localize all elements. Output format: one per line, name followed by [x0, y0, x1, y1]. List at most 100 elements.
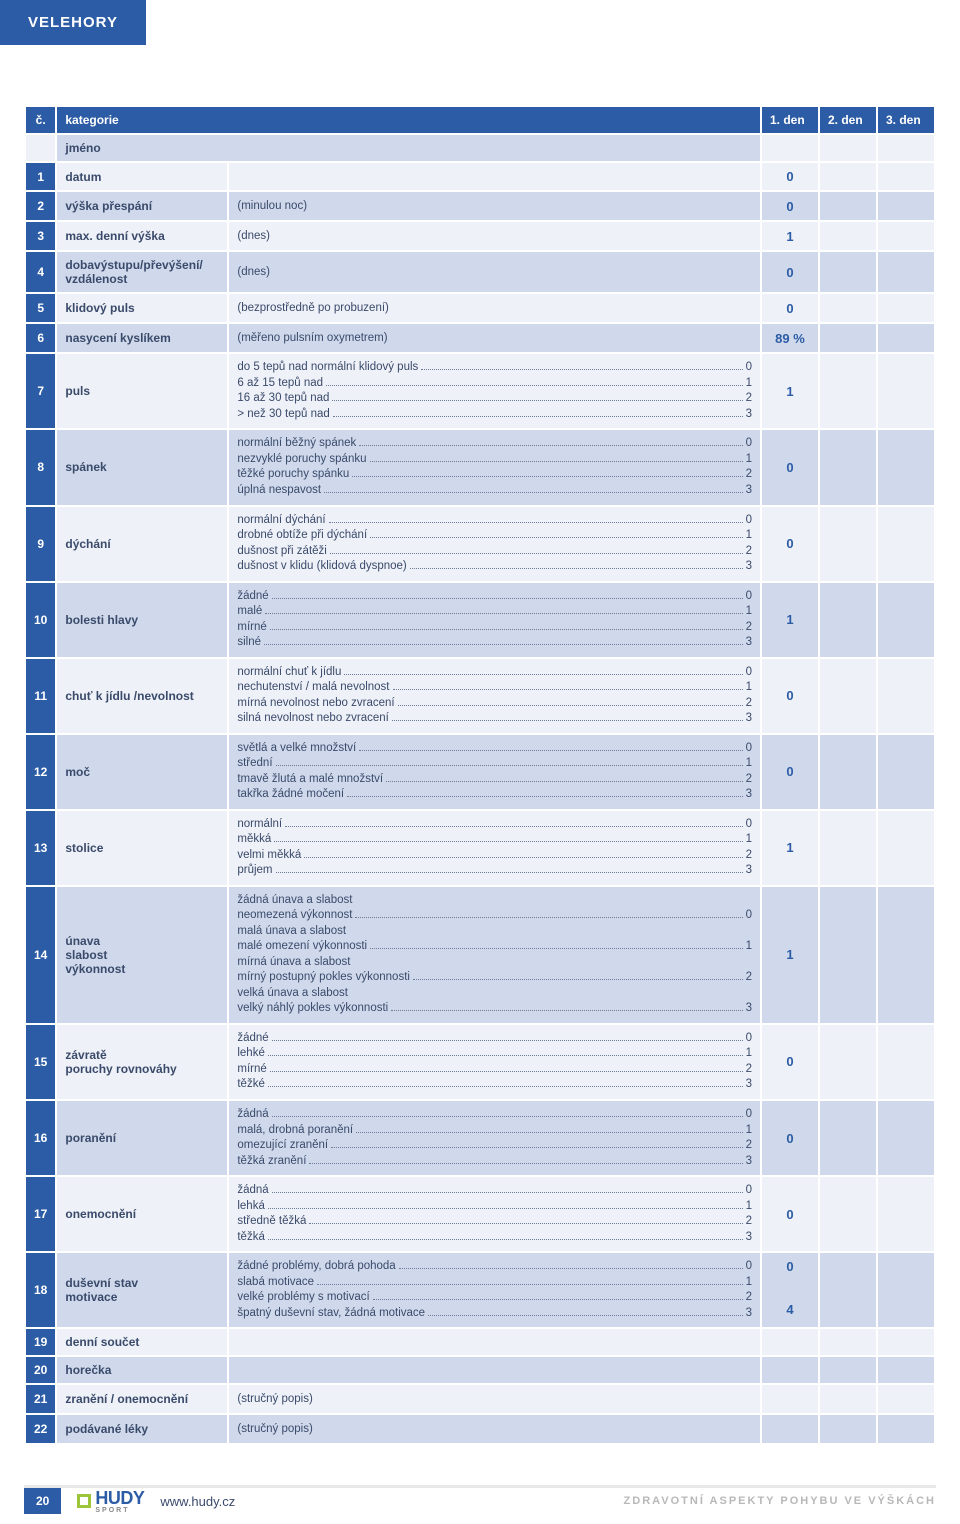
row-category: moč: [57, 735, 227, 809]
table-row: 4dobavýstupu/převýšení/ vzdálenost(dnes)…: [26, 252, 934, 292]
table-row: 11chuť k jídlu /nevolnostnormální chuť k…: [26, 659, 934, 733]
description-line: drobné obtíže při dýchání1: [237, 528, 752, 544]
row-description: normální chuť k jídlu0nechutenství / mal…: [229, 659, 760, 733]
row-category: stolice: [57, 811, 227, 885]
value-day3: [878, 163, 934, 190]
header-category: kategorie: [57, 107, 760, 133]
value-day3: [878, 811, 934, 885]
row-number: 14: [26, 887, 55, 1023]
description-line: lehké1: [237, 1046, 752, 1062]
value-day2: [820, 192, 876, 220]
description-line: normální0: [237, 817, 752, 833]
value-day3: [878, 252, 934, 292]
table-row: 20horečka: [26, 1357, 934, 1383]
value-day2: [820, 1385, 876, 1413]
description-line: těžká3: [237, 1230, 752, 1246]
row-number: 5: [26, 294, 55, 322]
value-day2: [820, 1025, 876, 1099]
table-row: 7pulsdo 5 tepů nad normální klidový puls…: [26, 354, 934, 428]
blank-cell: [820, 135, 876, 161]
description-line: světlá a velké množství0: [237, 741, 752, 757]
value-day1: 1: [762, 354, 818, 428]
name-row: jméno: [26, 135, 934, 161]
value-day1: 0: [762, 507, 818, 581]
description-line: měkká1: [237, 832, 752, 848]
description-line: žádné0: [237, 589, 752, 605]
table-header-row: č. kategorie 1. den 2. den 3. den: [26, 107, 934, 133]
table-row: 2výška přespání(minulou noc)0: [26, 192, 934, 220]
row-number: 1: [26, 163, 55, 190]
row-number: 4: [26, 252, 55, 292]
value-day1: 0: [762, 430, 818, 504]
row-description: žádné0lehké1mírné2těžké3: [229, 1025, 760, 1099]
row-description: normální běžný spánek0nezvyklé poruchy s…: [229, 430, 760, 504]
value-day2: [820, 1329, 876, 1355]
description-line: těžké3: [237, 1077, 752, 1093]
row-description: žádná0lehká1středně těžká2těžká3: [229, 1177, 760, 1251]
value-day1: 0: [762, 252, 818, 292]
description-line: silné3: [237, 635, 752, 651]
table-row: 19denní součet: [26, 1329, 934, 1355]
description-line: mírný postupný pokles výkonnosti2: [237, 970, 752, 986]
value-day1: 1: [762, 222, 818, 250]
row-category: nasycení kyslíkem: [57, 324, 227, 352]
footer-left: 20 HUDY SPORT www.hudy.cz: [24, 1488, 235, 1514]
value-day2: [820, 583, 876, 657]
description-line: žádná0: [237, 1107, 752, 1123]
value-day2: [820, 163, 876, 190]
row-category: výška přespání: [57, 192, 227, 220]
value-day1: 1: [762, 583, 818, 657]
row-category: horečka: [57, 1357, 227, 1383]
table-row: 9dýchánínormální dýchání0drobné obtíže p…: [26, 507, 934, 581]
value-day2: [820, 1415, 876, 1443]
description-line: velký náhlý pokles výkonnosti3: [237, 1001, 752, 1017]
row-description: žádná únava a slabostneomezená výkonnost…: [229, 887, 760, 1023]
table-row: 6nasycení kyslíkem(měřeno pulsním oxymet…: [26, 324, 934, 352]
value-day3: [878, 1329, 934, 1355]
description-line: mírné2: [237, 1062, 752, 1078]
row-description: do 5 tepů nad normální klidový puls06 až…: [229, 354, 760, 428]
logo: HUDY SPORT: [77, 1488, 144, 1514]
row-category: podávané léky: [57, 1415, 227, 1443]
table-row: 15závratě poruchy rovnováhyžádné0lehké1m…: [26, 1025, 934, 1099]
row-category: klidový puls: [57, 294, 227, 322]
value-day3: [878, 430, 934, 504]
row-description: [229, 1357, 760, 1383]
row-description: (dnes): [229, 252, 760, 292]
row-category: denní součet: [57, 1329, 227, 1355]
row-description: (bezprostředně po probuzení): [229, 294, 760, 322]
value-day3: [878, 1025, 934, 1099]
row-category: únava slabost výkonnost: [57, 887, 227, 1023]
table-row: 14únava slabost výkonnostžádná únava a s…: [26, 887, 934, 1023]
description-line: velké problémy s motivací2: [237, 1290, 752, 1306]
value-day2: [820, 1177, 876, 1251]
row-description: světlá a velké množství0střední1tmavě žl…: [229, 735, 760, 809]
description-plain-line: mírná únava a slabost: [237, 955, 752, 971]
value-day2: [820, 222, 876, 250]
value-day1: 0: [762, 294, 818, 322]
description-line: normální běžný spánek0: [237, 436, 752, 452]
row-description: žádná0malá, drobná poranění1omezující zr…: [229, 1101, 760, 1175]
table-row: 1datum0: [26, 163, 934, 190]
page-number: 20: [24, 1488, 61, 1514]
row-description: žádné0malé1mírné2silné3: [229, 583, 760, 657]
row-number: 17: [26, 1177, 55, 1251]
value-day3: [878, 222, 934, 250]
assessment-table: č. kategorie 1. den 2. den 3. den jméno …: [24, 105, 936, 1445]
description-line: normální chuť k jídlu0: [237, 665, 752, 681]
value-day1: 04: [762, 1253, 818, 1327]
description-line: omezující zranění2: [237, 1138, 752, 1154]
description-line: žádná0: [237, 1183, 752, 1199]
description-line: 6 až 15 tepů nad1: [237, 376, 752, 392]
row-description: (minulou noc): [229, 192, 760, 220]
blank-cell: [762, 135, 818, 161]
row-number: 13: [26, 811, 55, 885]
description-line: > než 30 tepů nad3: [237, 407, 752, 423]
table-row: 10bolesti hlavyžádné0malé1mírné2silné31: [26, 583, 934, 657]
table-row: 13stolicenormální0měkká1velmi měkká2průj…: [26, 811, 934, 885]
value-day1: 0: [762, 192, 818, 220]
description-plain-line: malá únava a slabost: [237, 924, 752, 940]
row-description: (stručný popis): [229, 1415, 760, 1443]
value-day2: [820, 735, 876, 809]
table-row: 3max. denní výška(dnes)1: [26, 222, 934, 250]
